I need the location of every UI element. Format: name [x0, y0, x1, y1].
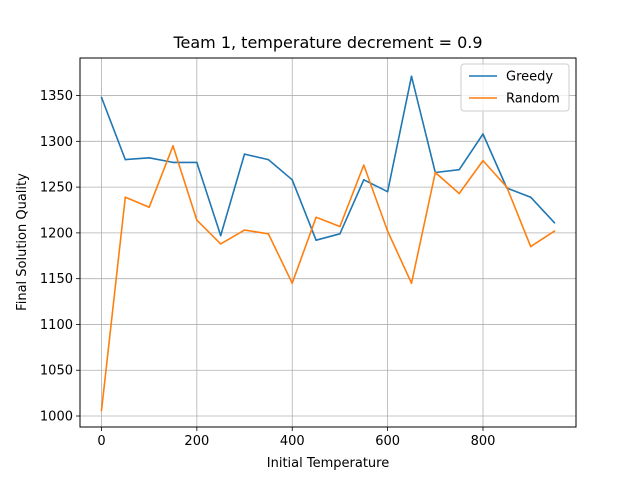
x-axis-label: Initial Temperature	[267, 456, 389, 471]
data-point-greedy	[172, 161, 174, 164]
data-point-greedy	[529, 196, 532, 198]
x-tick-label: 400	[280, 434, 305, 449]
data-point-random	[124, 196, 127, 198]
series-lines	[100, 75, 556, 412]
plot-area-frame	[79, 57, 577, 428]
data-point-greedy	[267, 158, 270, 161]
data-point-random	[172, 145, 174, 147]
x-tick-label: 800	[471, 434, 496, 449]
y-tick-label: 1350	[40, 89, 73, 104]
data-point-random	[458, 192, 460, 195]
series-line-random	[100, 145, 555, 411]
grid	[80, 58, 576, 427]
data-point-random	[434, 171, 437, 174]
y-tick-label: 1050	[40, 364, 73, 379]
y-tick-label: 1250	[40, 181, 73, 196]
data-point-random	[148, 206, 150, 209]
data-point-greedy	[386, 190, 389, 193]
legend: Greedy Random	[460, 63, 570, 112]
x-axis: 0 200 400 600 800	[97, 427, 495, 449]
data-point-greedy	[291, 178, 294, 181]
data-point-random	[243, 229, 246, 231]
data-point-greedy	[100, 96, 103, 99]
x-tick-label: 0	[97, 434, 105, 449]
y-axis-label: Final Solution Quality	[15, 173, 30, 311]
data-point-greedy	[315, 239, 317, 242]
y-tick-label: 1300	[40, 135, 73, 150]
data-point-greedy	[196, 161, 198, 164]
data-point-random	[386, 230, 389, 232]
data-point-greedy	[243, 153, 246, 155]
data-point-greedy	[410, 75, 413, 78]
data-point-random	[219, 243, 222, 245]
data-point-greedy	[458, 168, 460, 171]
data-point-greedy	[124, 158, 127, 161]
y-tick-label: 1150	[40, 272, 73, 287]
data-point-random	[362, 164, 365, 166]
data-point-random	[196, 219, 198, 221]
data-point-greedy	[219, 234, 222, 237]
data-point-random	[267, 233, 270, 235]
y-tick-label: 1100	[40, 318, 73, 333]
data-point-random	[482, 159, 484, 162]
data-point-random	[506, 186, 508, 188]
data-point-greedy	[362, 178, 365, 181]
x-tick-label: 200	[184, 434, 209, 449]
chart-title: Team 1, temperature decrement = 0.9	[172, 33, 482, 52]
y-tick-label: 1000	[40, 410, 73, 425]
data-point-random	[410, 282, 413, 285]
data-point-greedy	[482, 133, 484, 135]
series-line-greedy	[100, 75, 556, 241]
x-tick-label: 600	[375, 434, 400, 449]
data-point-random	[100, 409, 103, 412]
data-point-random	[553, 230, 556, 232]
y-tick-label: 1200	[40, 226, 73, 241]
legend-label-greedy: Greedy	[506, 70, 553, 85]
data-point-greedy	[339, 233, 341, 235]
data-point-greedy	[553, 222, 556, 224]
legend-label-random: Random	[506, 92, 560, 107]
data-point-random	[529, 245, 532, 248]
data-point-random	[339, 225, 341, 228]
data-point-greedy	[148, 157, 150, 159]
y-axis: 1000 1050 1100 1150 1200 1250 1300 1350	[40, 89, 80, 425]
data-point-random	[315, 216, 317, 219]
data-point-random	[291, 282, 294, 285]
